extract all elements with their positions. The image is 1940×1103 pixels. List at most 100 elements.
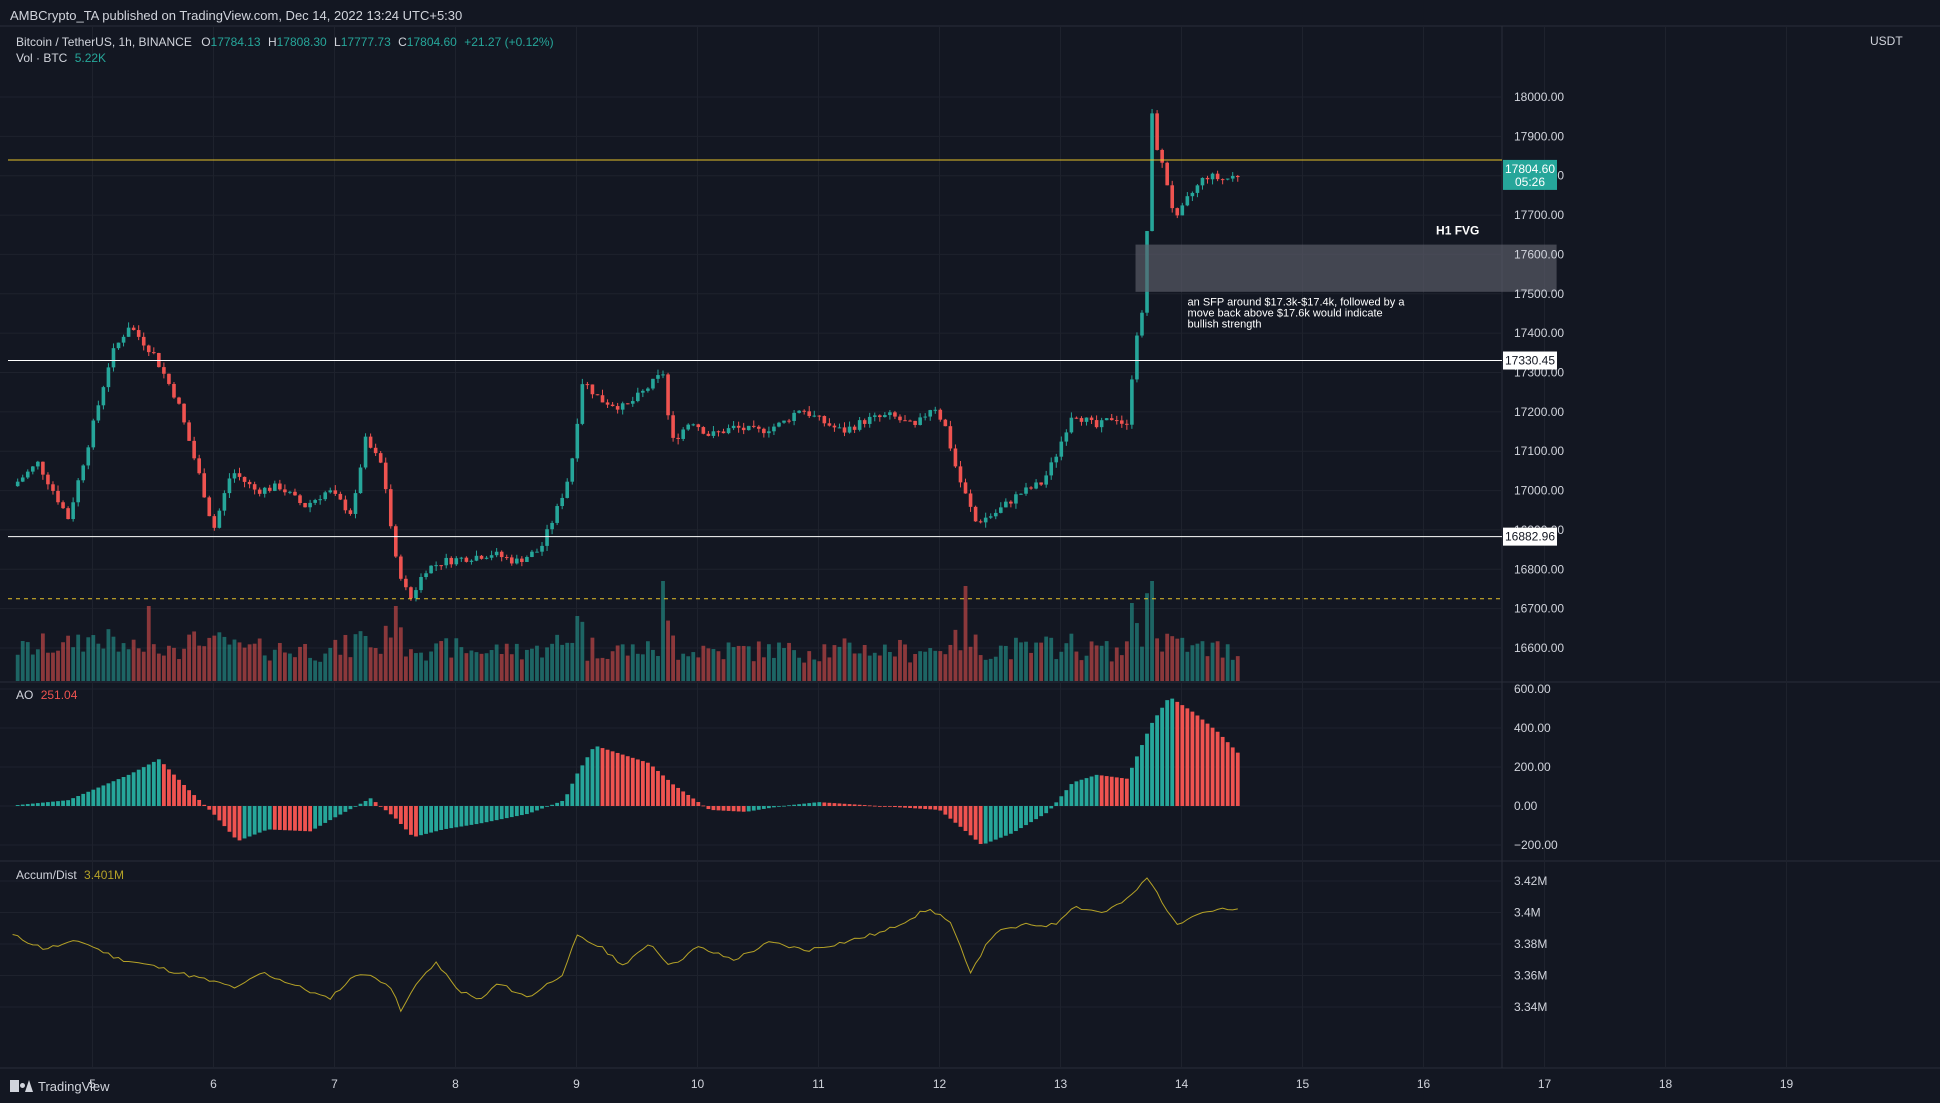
ad-value: 3.401M	[84, 868, 125, 882]
volume-bar	[177, 659, 181, 681]
volume-bar	[721, 659, 726, 681]
ao-bar	[20, 804, 25, 806]
time-tick-17: 17	[1538, 1077, 1552, 1091]
volume-bar	[439, 641, 444, 681]
candle-body	[696, 424, 701, 428]
ao-bar	[439, 806, 444, 830]
ao-bar	[1089, 776, 1094, 806]
volume-bar	[827, 657, 832, 681]
candle-body	[368, 436, 373, 448]
ao-bar	[141, 767, 146, 806]
ao-bar	[1084, 778, 1089, 806]
candle-body	[963, 482, 968, 494]
annotation-line: an SFP around $17.3k-$17.4k, followed by…	[1188, 297, 1406, 309]
volume-bar	[1160, 651, 1165, 681]
time-tick-16: 16	[1417, 1077, 1431, 1091]
volume-bar	[469, 650, 474, 681]
ao-bar	[318, 806, 323, 826]
volume-bar	[1114, 647, 1119, 681]
volume-bar	[928, 648, 933, 681]
time-tick-13: 13	[1054, 1077, 1068, 1091]
volume-bar	[696, 657, 701, 681]
ao-bar	[111, 781, 116, 806]
candle-body	[822, 416, 827, 424]
ao-bar	[484, 806, 489, 823]
volume-bar	[524, 649, 529, 681]
candle-body	[177, 397, 181, 404]
candle-body	[454, 558, 459, 565]
ao-bar	[136, 769, 141, 806]
ao-bar	[1170, 698, 1175, 806]
volume-bar	[146, 606, 151, 681]
volume-bar	[882, 644, 887, 681]
volume-bar	[590, 637, 595, 681]
volume-bar	[751, 661, 756, 681]
ao-bar	[978, 806, 983, 844]
volume-bar	[298, 646, 302, 681]
close-label: C	[398, 35, 407, 49]
candle-body	[202, 473, 207, 498]
candle-body	[625, 403, 630, 405]
ao-bar	[242, 806, 247, 839]
volume-bar	[1034, 642, 1038, 681]
candle-body	[862, 420, 867, 424]
candle-body	[812, 415, 817, 417]
footer-brand[interactable]: TradingView	[10, 1077, 110, 1095]
volume-label[interactable]: Vol · BTC	[16, 51, 68, 65]
ao-bar	[519, 806, 524, 816]
volume-bar	[1235, 656, 1240, 681]
ao-bar	[852, 804, 857, 806]
price-tick-label: 16600.00	[1514, 641, 1564, 655]
candle-body	[1034, 482, 1038, 489]
candle-body	[288, 491, 292, 493]
ao-bar	[938, 806, 943, 811]
candle-body	[333, 490, 338, 494]
volume-bar	[1049, 637, 1054, 681]
symbol-legend[interactable]: Bitcoin / TetherUS, 1h, BINANCE O17784.1…	[16, 35, 554, 49]
ao-bar	[802, 803, 807, 806]
candle-body	[777, 422, 781, 427]
time-tick-14: 14	[1175, 1077, 1189, 1091]
ao-bar	[1124, 778, 1129, 806]
volume-bar	[197, 645, 202, 681]
volume-bar	[1079, 660, 1084, 681]
volume-bar	[1200, 641, 1205, 681]
candle-body	[328, 490, 333, 493]
candle-body	[1109, 418, 1114, 421]
time-tick-15: 15	[1296, 1077, 1310, 1091]
volume-bar	[1094, 645, 1099, 681]
candle-body	[1180, 205, 1185, 216]
volume-bar	[570, 642, 575, 681]
ao-legend[interactable]: AO 251.04	[16, 688, 77, 702]
change-value: +21.27 (+0.12%)	[464, 35, 554, 49]
ad-legend[interactable]: Accum/Dist 3.401M	[16, 868, 124, 882]
fvg-zone[interactable]	[1135, 244, 1557, 292]
volume-bar	[580, 621, 585, 681]
volume-bar	[489, 650, 494, 681]
volume-bar	[852, 653, 857, 681]
candle-body	[641, 390, 645, 393]
candle-body	[847, 426, 852, 433]
ad-label[interactable]: Accum/Dist	[16, 868, 77, 882]
candle-body	[787, 420, 791, 422]
volume-bar	[686, 656, 691, 681]
candle-body	[318, 499, 322, 501]
volume-bar	[46, 652, 50, 681]
candle-body	[1205, 177, 1210, 180]
candle-body	[404, 578, 408, 588]
ao-bar	[86, 791, 91, 806]
volume-bar	[585, 660, 590, 681]
symbol-name[interactable]: Bitcoin / TetherUS, 1h, BINANCE	[16, 35, 192, 49]
volume-bar	[913, 654, 917, 681]
ao-bar	[323, 806, 328, 823]
volume-bar	[1170, 636, 1175, 681]
candle-body	[267, 487, 272, 491]
ao-label[interactable]: AO	[16, 688, 34, 702]
time-tick-5: 5	[89, 1077, 96, 1091]
candle-body	[585, 384, 590, 386]
volume-bar	[40, 633, 45, 681]
volume-legend[interactable]: Vol · BTC 5.22K	[16, 51, 106, 65]
candle-body	[1044, 475, 1048, 485]
volume-bar	[787, 642, 791, 681]
